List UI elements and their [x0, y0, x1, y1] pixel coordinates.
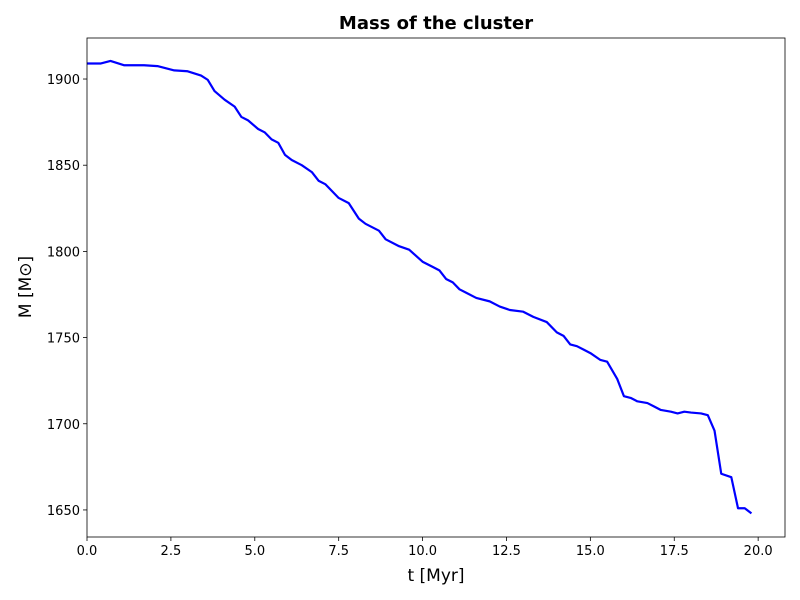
- x-tick-label: 10.0: [408, 544, 437, 559]
- y-tick-label: 1900: [47, 73, 80, 88]
- x-tick-label: 0.0: [77, 544, 98, 559]
- y-tick-label: 1650: [47, 504, 80, 519]
- x-tick-label: 12.5: [492, 544, 521, 559]
- x-tick-label: 7.5: [328, 544, 349, 559]
- x-tick-label: 2.5: [161, 544, 182, 559]
- plot-frame: [86, 37, 786, 538]
- x-axis-label: t [Myr]: [407, 566, 464, 586]
- y-tick-label: 1800: [47, 245, 80, 260]
- y-axis-label: M [M⊙]: [16, 256, 36, 318]
- data-line: [87, 59, 753, 515]
- x-tick-label: 5.0: [244, 544, 265, 559]
- y-tick-label: 1850: [47, 159, 80, 174]
- y-tick-label: 1700: [47, 418, 80, 433]
- x-tick-label: 17.5: [660, 544, 689, 559]
- x-tick-label: 20.0: [744, 544, 773, 559]
- x-tick-label: 15.0: [576, 544, 605, 559]
- chart-title: Mass of the cluster: [339, 13, 533, 34]
- y-tick-label: 1750: [47, 332, 80, 347]
